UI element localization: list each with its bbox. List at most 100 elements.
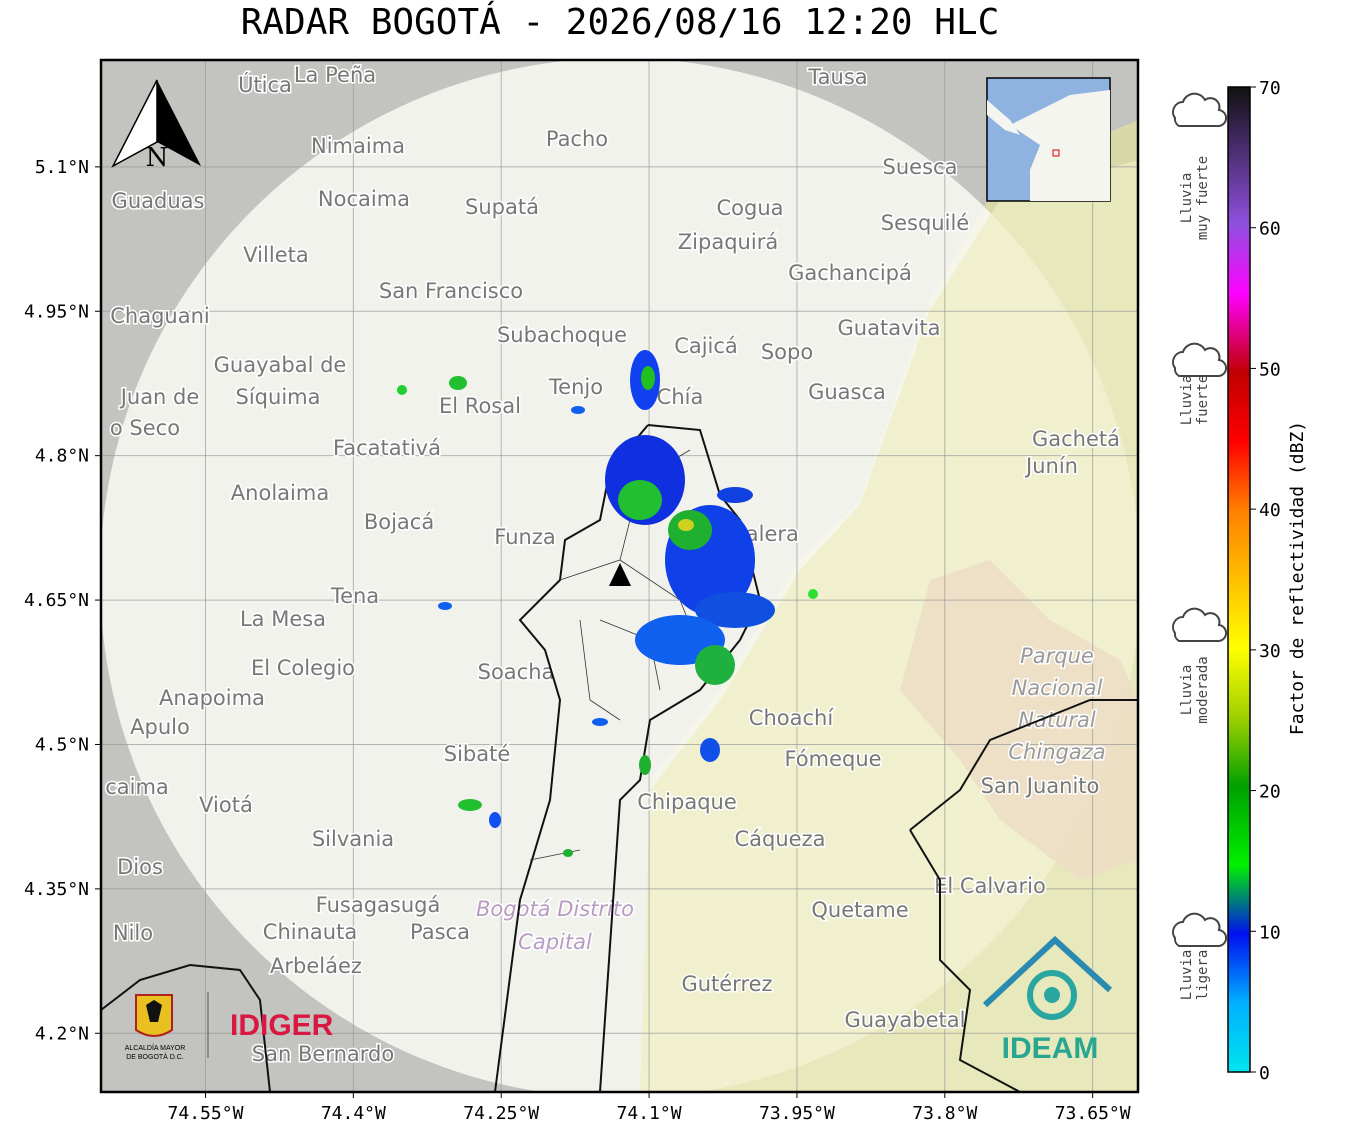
title: RADAR BOGOTÁ - 2026/08/16 12:20 HLC bbox=[241, 1, 1000, 43]
colorbar-tick-label: 0 bbox=[1259, 1063, 1270, 1084]
cloud-icon bbox=[1172, 342, 1228, 378]
axes: 74.55°W 74.4°W 74.25°W 74.1°W 73.95°W 73.8°W 7… bbox=[24, 157, 1131, 1124]
place-label: Nilo bbox=[113, 921, 153, 945]
y-tick-label: 4.8°N bbox=[35, 446, 89, 467]
cloud-icon bbox=[1172, 607, 1228, 643]
place-label: Chía bbox=[657, 385, 704, 409]
place-label: Choachí bbox=[749, 706, 835, 730]
x-tick-label: 73.95°W bbox=[759, 1103, 835, 1124]
place-label: Supatá bbox=[465, 195, 539, 219]
place-label: La Peña bbox=[294, 63, 376, 87]
map-frame bbox=[99, 58, 1140, 1094]
place-label: El Rosal bbox=[439, 394, 521, 418]
logo-alcaldia: ALCALDÍA MAYOR DE BOGOTÁ D.C. IDIGER bbox=[125, 992, 334, 1061]
colorbar-ticks: 0 10 20 30 40 50 60 70 bbox=[1250, 78, 1281, 1084]
y-tick-label: 4.65°N bbox=[24, 590, 89, 611]
place-label: Juan de bbox=[119, 385, 200, 409]
place-label: caima bbox=[105, 775, 169, 799]
place-label: Útica bbox=[238, 72, 292, 97]
place-label: Quetame bbox=[811, 898, 908, 922]
place-label: Guayabetal bbox=[845, 1008, 966, 1032]
cloud-icon bbox=[1172, 92, 1228, 128]
place-label: El Colegio bbox=[251, 656, 355, 680]
place-label: Viotá bbox=[199, 793, 253, 817]
place-label: Dios bbox=[117, 855, 163, 879]
place-label: Pacho bbox=[546, 127, 608, 151]
x-tick-label: 74.1°W bbox=[617, 1103, 682, 1124]
colorbar-tick-label: 30 bbox=[1259, 641, 1281, 662]
y-tick-label: 4.35°N bbox=[24, 879, 89, 900]
district-label: Capital bbox=[518, 930, 592, 954]
place-label: Cajicá bbox=[674, 334, 738, 358]
place-label: Tenjo bbox=[548, 375, 603, 399]
place-label: Sibaté bbox=[444, 742, 511, 766]
place-label: El Calvario bbox=[934, 874, 1046, 898]
y-tick-label: 4.5°N bbox=[35, 734, 89, 755]
place-label: Sopo bbox=[761, 340, 813, 364]
place-label: Tausa bbox=[807, 65, 867, 89]
category-label: Lluvia bbox=[1179, 950, 1195, 1001]
place-label: San Bernardo bbox=[252, 1042, 394, 1066]
x-tick-label: 73.65°W bbox=[1055, 1103, 1131, 1124]
x-tick-label: 74.4°W bbox=[321, 1103, 386, 1124]
idiger-logo: IDIGER bbox=[230, 1009, 334, 1042]
x-tick-label: 74.25°W bbox=[463, 1103, 539, 1124]
place-label: Anapoima bbox=[159, 686, 265, 710]
colorbar-tick-label: 70 bbox=[1259, 78, 1281, 99]
place-label: Guatavita bbox=[838, 316, 941, 340]
y-tick-label: 4.95°N bbox=[24, 301, 89, 322]
place-label: Arbeláez bbox=[270, 954, 362, 978]
place-label: La Mesa bbox=[240, 607, 326, 631]
place-label: Fusagasugá bbox=[316, 893, 441, 917]
colorbar bbox=[1227, 86, 1251, 1073]
colorbar-tick-label: 10 bbox=[1259, 922, 1281, 943]
colorbar-label: Factor de reflectividad (dBZ) bbox=[1287, 421, 1308, 735]
north-arrow: N bbox=[111, 79, 201, 173]
y-tick-label: 4.2°N bbox=[35, 1023, 89, 1044]
terrain-east bbox=[640, 160, 1138, 1092]
place-label: Zipaquirá bbox=[678, 230, 778, 254]
radar-site bbox=[609, 563, 631, 586]
category-label: Lluvia bbox=[1179, 375, 1195, 426]
place-label: Fómeque bbox=[784, 747, 881, 771]
place-label: Soacha bbox=[478, 660, 555, 684]
logo-ideam: IDEAM bbox=[982, 935, 1113, 1065]
place-label: Junín bbox=[1024, 454, 1078, 478]
place-label: Gutérrez bbox=[681, 972, 772, 996]
place-label: Chinauta bbox=[263, 920, 357, 944]
place-label: Cáqueza bbox=[735, 827, 826, 851]
place-label: Chaguani bbox=[110, 304, 210, 328]
alcaldia-line: DE BOGOTÁ D.C. bbox=[126, 1052, 184, 1061]
category-label: fuerte bbox=[1195, 375, 1211, 426]
park-label: Nacional bbox=[1012, 676, 1103, 700]
x-tick-label: 73.8°W bbox=[912, 1103, 977, 1124]
place-label: Tena bbox=[330, 584, 379, 608]
category-label: ligera bbox=[1195, 950, 1211, 1001]
colorbar-tick-label: 20 bbox=[1259, 782, 1281, 803]
place-label: Pasca bbox=[410, 920, 470, 944]
alcaldia-line: ALCALDÍA MAYOR bbox=[125, 1043, 186, 1052]
place-label: Nimaima bbox=[311, 134, 405, 158]
inset-map bbox=[986, 77, 1111, 202]
ideam-logo: IDEAM bbox=[1002, 1032, 1099, 1065]
place-label: Chipaque bbox=[637, 790, 737, 814]
category-label: Lluvia bbox=[1179, 665, 1195, 716]
place-label: Bojacá bbox=[364, 510, 434, 534]
place-label: Nocaima bbox=[318, 187, 410, 211]
category-label: moderada bbox=[1195, 656, 1211, 723]
place-label: Funza bbox=[494, 525, 555, 549]
place-label: Suesca bbox=[883, 155, 958, 179]
north-label: N bbox=[146, 143, 169, 173]
place-label: Guayabal de bbox=[214, 353, 347, 377]
colorbar-tick-label: 40 bbox=[1259, 500, 1281, 521]
park-label: Parque bbox=[1020, 644, 1094, 668]
place-label: Anolaima bbox=[231, 481, 329, 505]
place-label: Silvania bbox=[312, 827, 394, 851]
district-label: Bogotá Distrito bbox=[476, 897, 634, 921]
place-label: Síquima bbox=[236, 385, 321, 409]
park-area bbox=[900, 560, 1138, 880]
